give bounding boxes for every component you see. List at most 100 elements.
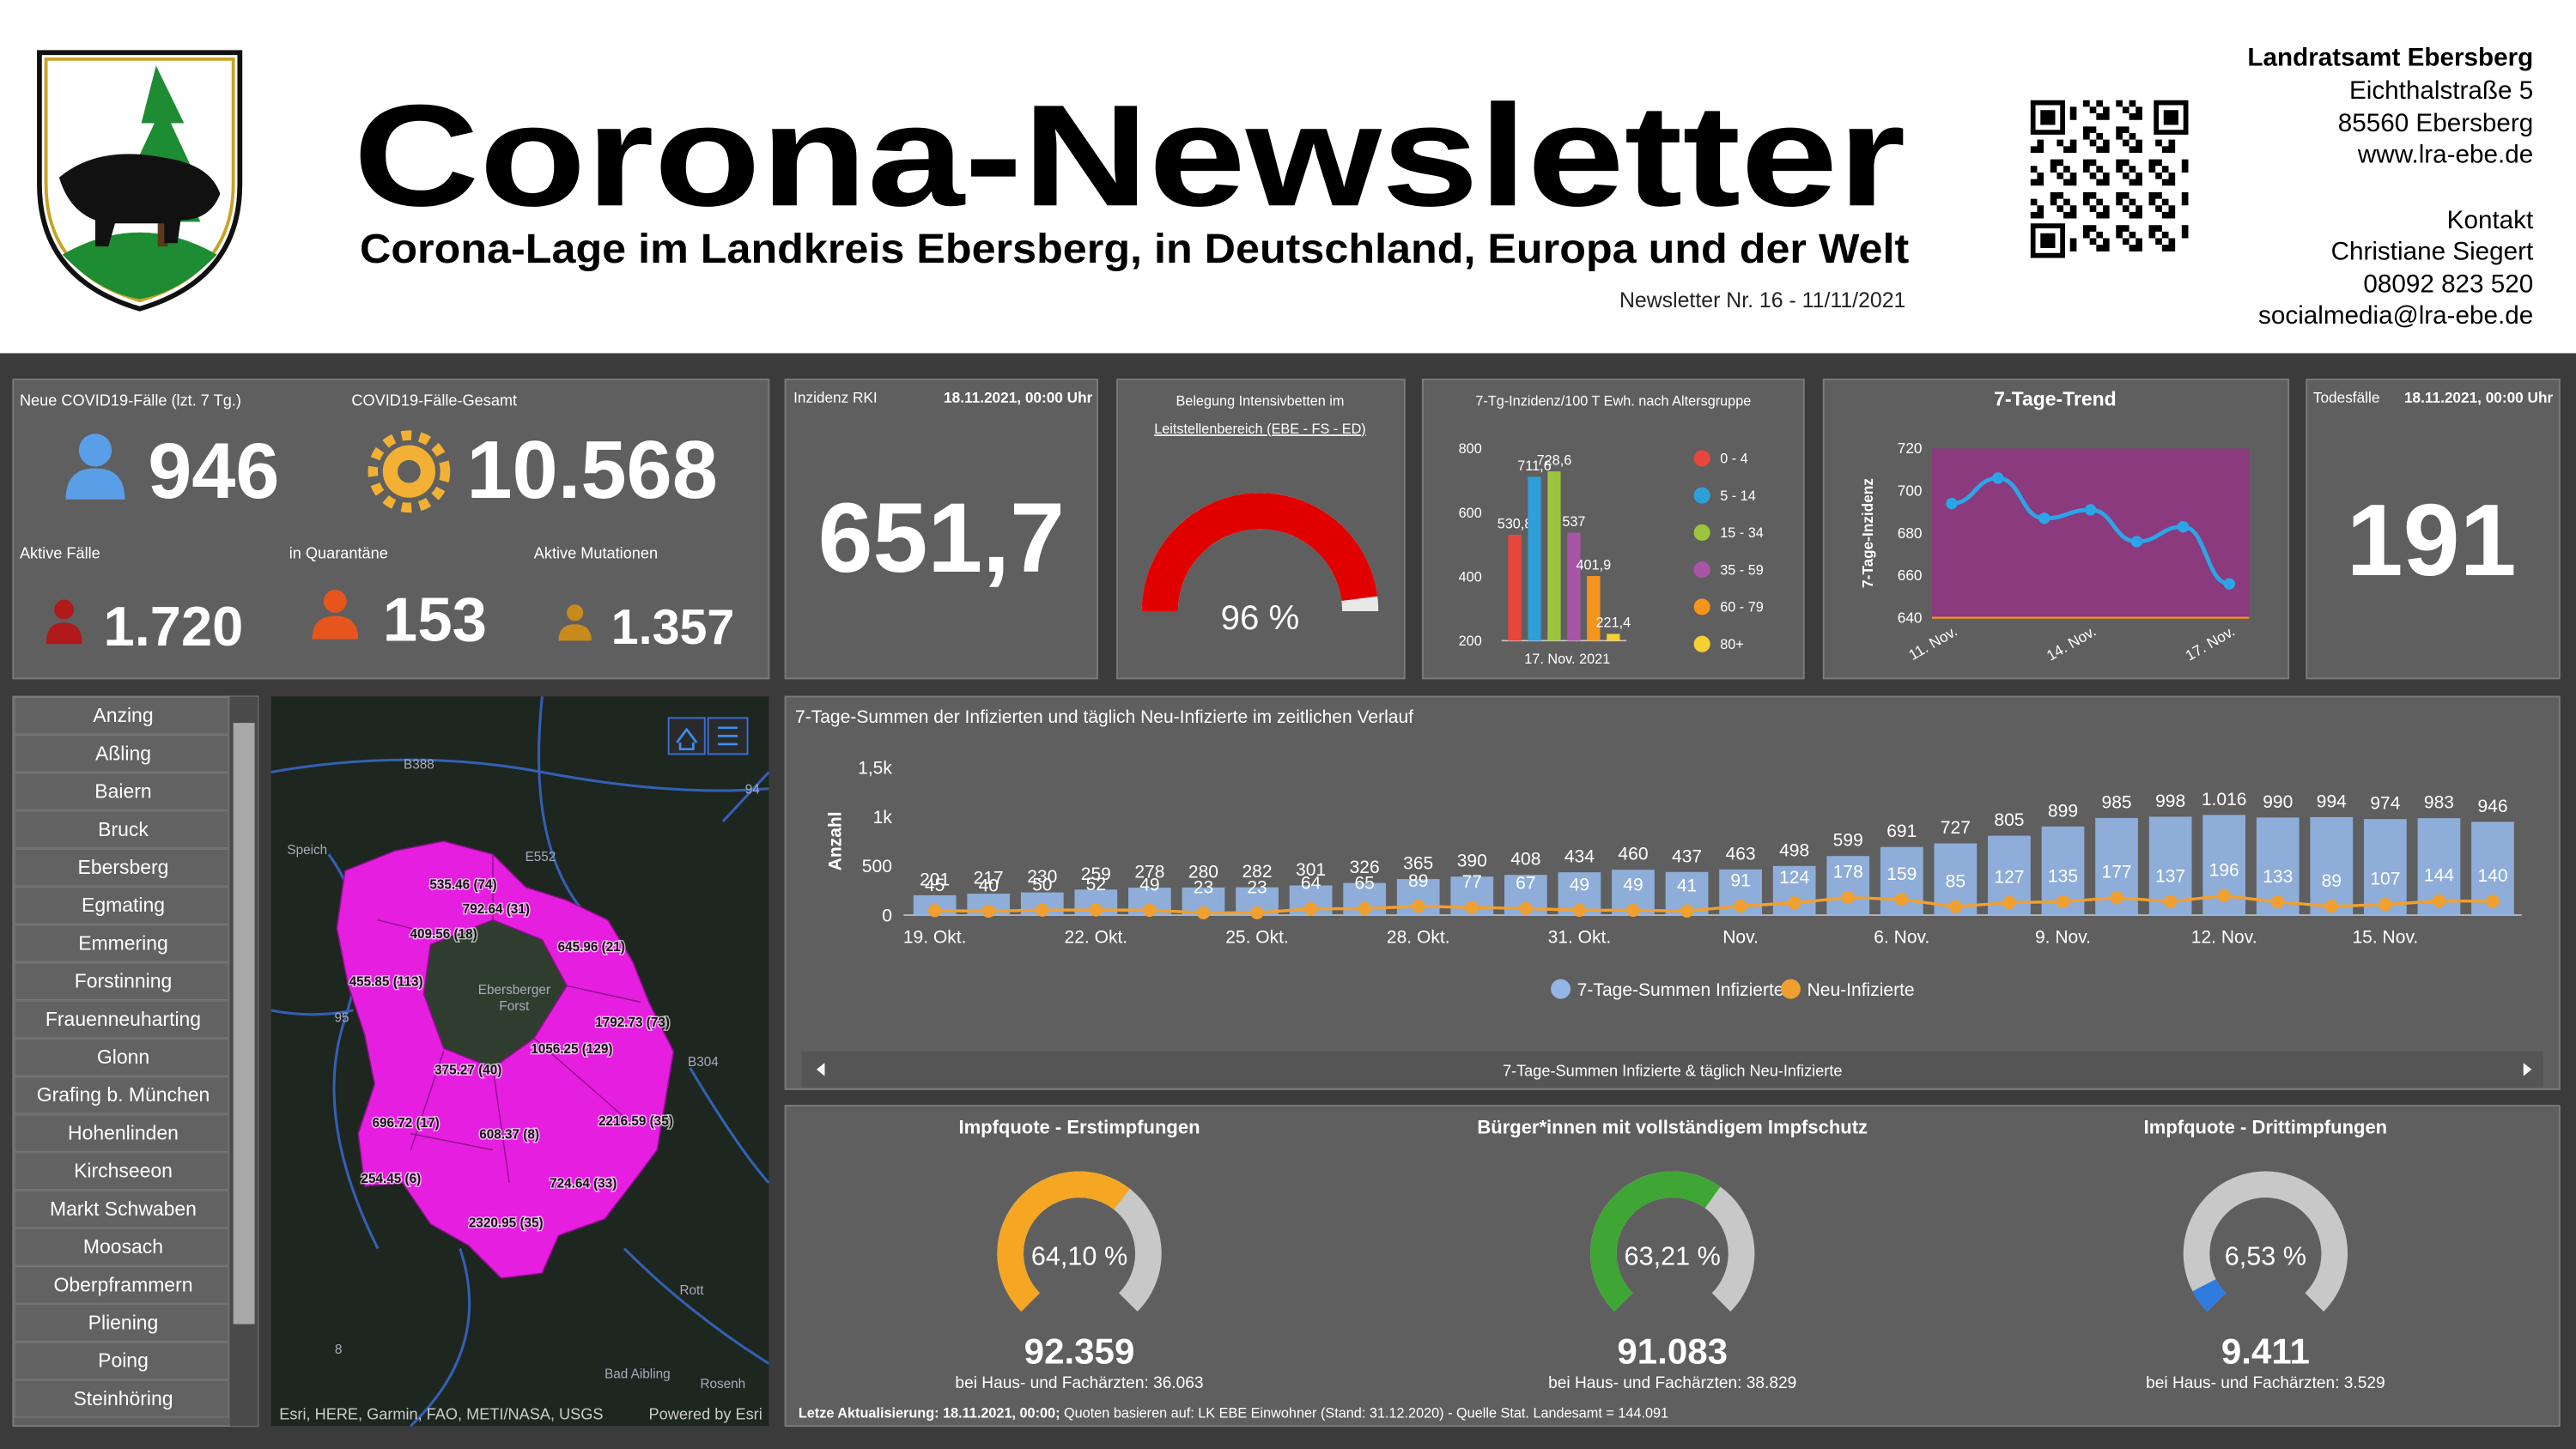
line-point — [2486, 894, 2500, 908]
map-label: 2320.95 (35) — [469, 1216, 544, 1231]
list-item[interactable] — [14, 1076, 229, 1114]
list-scrollbar — [229, 696, 258, 1427]
legend-label: 15 - 34 — [1720, 525, 1764, 541]
incidence-value: 651,7 — [818, 483, 1065, 593]
bar-label: 537 — [1562, 514, 1585, 530]
line-label: 49 — [1570, 875, 1589, 894]
list-item-label[interactable]: Emmering — [78, 931, 168, 954]
list-item-label[interactable]: Grafing b. München — [37, 1083, 210, 1106]
list-item[interactable] — [14, 810, 229, 849]
bar-label: 1.016 — [2202, 790, 2247, 809]
bar-label: 408 — [1510, 850, 1540, 870]
list-item[interactable] — [14, 886, 229, 925]
gauge-label: 63,21 % — [1625, 1242, 1721, 1271]
list-item-label[interactable]: Poing — [98, 1349, 149, 1372]
list-item-label[interactable]: Egmating — [82, 894, 165, 916]
list-item[interactable] — [14, 1114, 229, 1152]
contact-line: www.lra-ebe.de — [2357, 140, 2533, 168]
bar-label: 278 — [1134, 863, 1164, 882]
list-item[interactable] — [14, 1304, 229, 1343]
list-item[interactable] — [14, 1000, 229, 1039]
bar-label: 498 — [1779, 840, 1809, 860]
list-item[interactable] — [14, 1228, 229, 1266]
line-label: 177 — [2102, 863, 2132, 882]
bar — [1528, 476, 1541, 641]
panel-incidence — [784, 379, 1099, 680]
bar-label: 994 — [2317, 791, 2347, 811]
line-label: 135 — [2048, 867, 2078, 887]
line-point — [1895, 893, 1909, 906]
map-place: Speich — [287, 843, 327, 858]
trend-point — [2177, 520, 2190, 533]
y-tick-label: 680 — [1898, 524, 1923, 542]
map-label: 608.37 (8) — [479, 1127, 539, 1142]
panel-vaccination — [784, 1105, 2561, 1428]
gauge-label: 64,10 % — [1031, 1242, 1127, 1271]
bar-label: 460 — [1618, 845, 1648, 864]
list-item[interactable] — [14, 925, 229, 962]
deaths-value: 191 — [2347, 484, 2517, 597]
list-item-label[interactable]: Pliening — [88, 1311, 159, 1333]
x-tick-label: 6. Nov. — [1874, 928, 1929, 948]
line-label: 89 — [1408, 871, 1428, 891]
y-tick-label: 1k — [873, 808, 893, 828]
list-item-label[interactable]: Glonn — [97, 1046, 149, 1068]
legend-label: 7-Tage-Summen Infizierte — [1577, 980, 1784, 1000]
list-item[interactable] — [14, 735, 229, 773]
bar-label: 974 — [2370, 794, 2400, 814]
list-item-label[interactable]: Hohenlinden — [68, 1121, 179, 1143]
list-item[interactable] — [14, 773, 229, 811]
line-point — [1841, 890, 1855, 905]
bar-label: 326 — [1350, 858, 1380, 877]
list-item-label[interactable]: Baiern — [94, 780, 151, 803]
bar-label: 983 — [2424, 793, 2454, 813]
list-item-label[interactable]: Aßling — [95, 742, 151, 764]
x-tick-label: 17. Nov. 2021 — [1524, 652, 1610, 667]
list-item-label[interactable]: Markt Schwaben — [50, 1197, 197, 1220]
line-point — [2271, 895, 2285, 909]
icu-title: Belegung Intensivbetten im — [1176, 394, 1344, 409]
list-item[interactable] — [14, 1038, 229, 1076]
bar-label: 217 — [974, 869, 1004, 888]
list-item-label[interactable]: Frauenneuharting — [46, 1008, 201, 1030]
line-label: 127 — [1994, 867, 2024, 887]
list-item[interactable] — [14, 1265, 229, 1304]
list-item[interactable] — [14, 1152, 229, 1191]
map-place: E552 — [526, 850, 556, 864]
list-item-label[interactable]: Forstinning — [75, 970, 173, 992]
list-item-label[interactable]: Kirchseeon — [74, 1160, 173, 1182]
gauge-fill — [1590, 1171, 1721, 1312]
line-label: 41 — [1677, 876, 1697, 895]
list-item[interactable] — [14, 848, 229, 887]
map-powered: Powered by Esri — [649, 1406, 762, 1423]
panel-age — [1421, 379, 1805, 680]
y-axis-label: 7-Tage-Inzidenz — [1859, 478, 1876, 588]
line-label: 77 — [1462, 872, 1482, 892]
kpi-label: Aktive Mutationen — [534, 545, 658, 562]
contact-line: Eichthalstraße 5 — [2349, 76, 2533, 105]
bar-label: 201 — [920, 870, 950, 889]
line-point — [981, 904, 995, 919]
line-point — [1465, 900, 1479, 914]
y-tick-label: 640 — [1898, 609, 1923, 626]
subtitle: Corona-Lage im Landkreis Ebersberg, in D… — [360, 227, 1909, 272]
list-item[interactable] — [14, 1379, 229, 1418]
list-item-label[interactable]: Ebersberg — [78, 856, 169, 878]
list-item[interactable] — [14, 1342, 229, 1380]
list-item[interactable] — [14, 696, 229, 735]
bar — [1547, 471, 1561, 641]
list-item[interactable] — [14, 1190, 229, 1228]
list-item-label[interactable]: Moosach — [83, 1235, 163, 1258]
list-item-label[interactable]: Steinhöring — [73, 1387, 173, 1410]
list-item-label[interactable]: Bruck — [98, 818, 149, 840]
map-label: 455.85 (113) — [349, 974, 423, 989]
list-item-label[interactable]: Oberpframmern — [54, 1273, 193, 1295]
list-item[interactable] — [14, 962, 229, 1001]
bar-label: 727 — [1941, 818, 1971, 838]
list-item-label[interactable]: Anzing — [93, 704, 153, 726]
gauge-title: Impfquote - Drittimpfungen — [2144, 1117, 2387, 1138]
legend-label: 5 - 14 — [1720, 488, 1756, 504]
y-tick-label: 600 — [1459, 506, 1482, 521]
deaths-label: Todesfälle — [2313, 389, 2380, 406]
chart-title: 7-Tage-Trend — [1994, 388, 2116, 410]
